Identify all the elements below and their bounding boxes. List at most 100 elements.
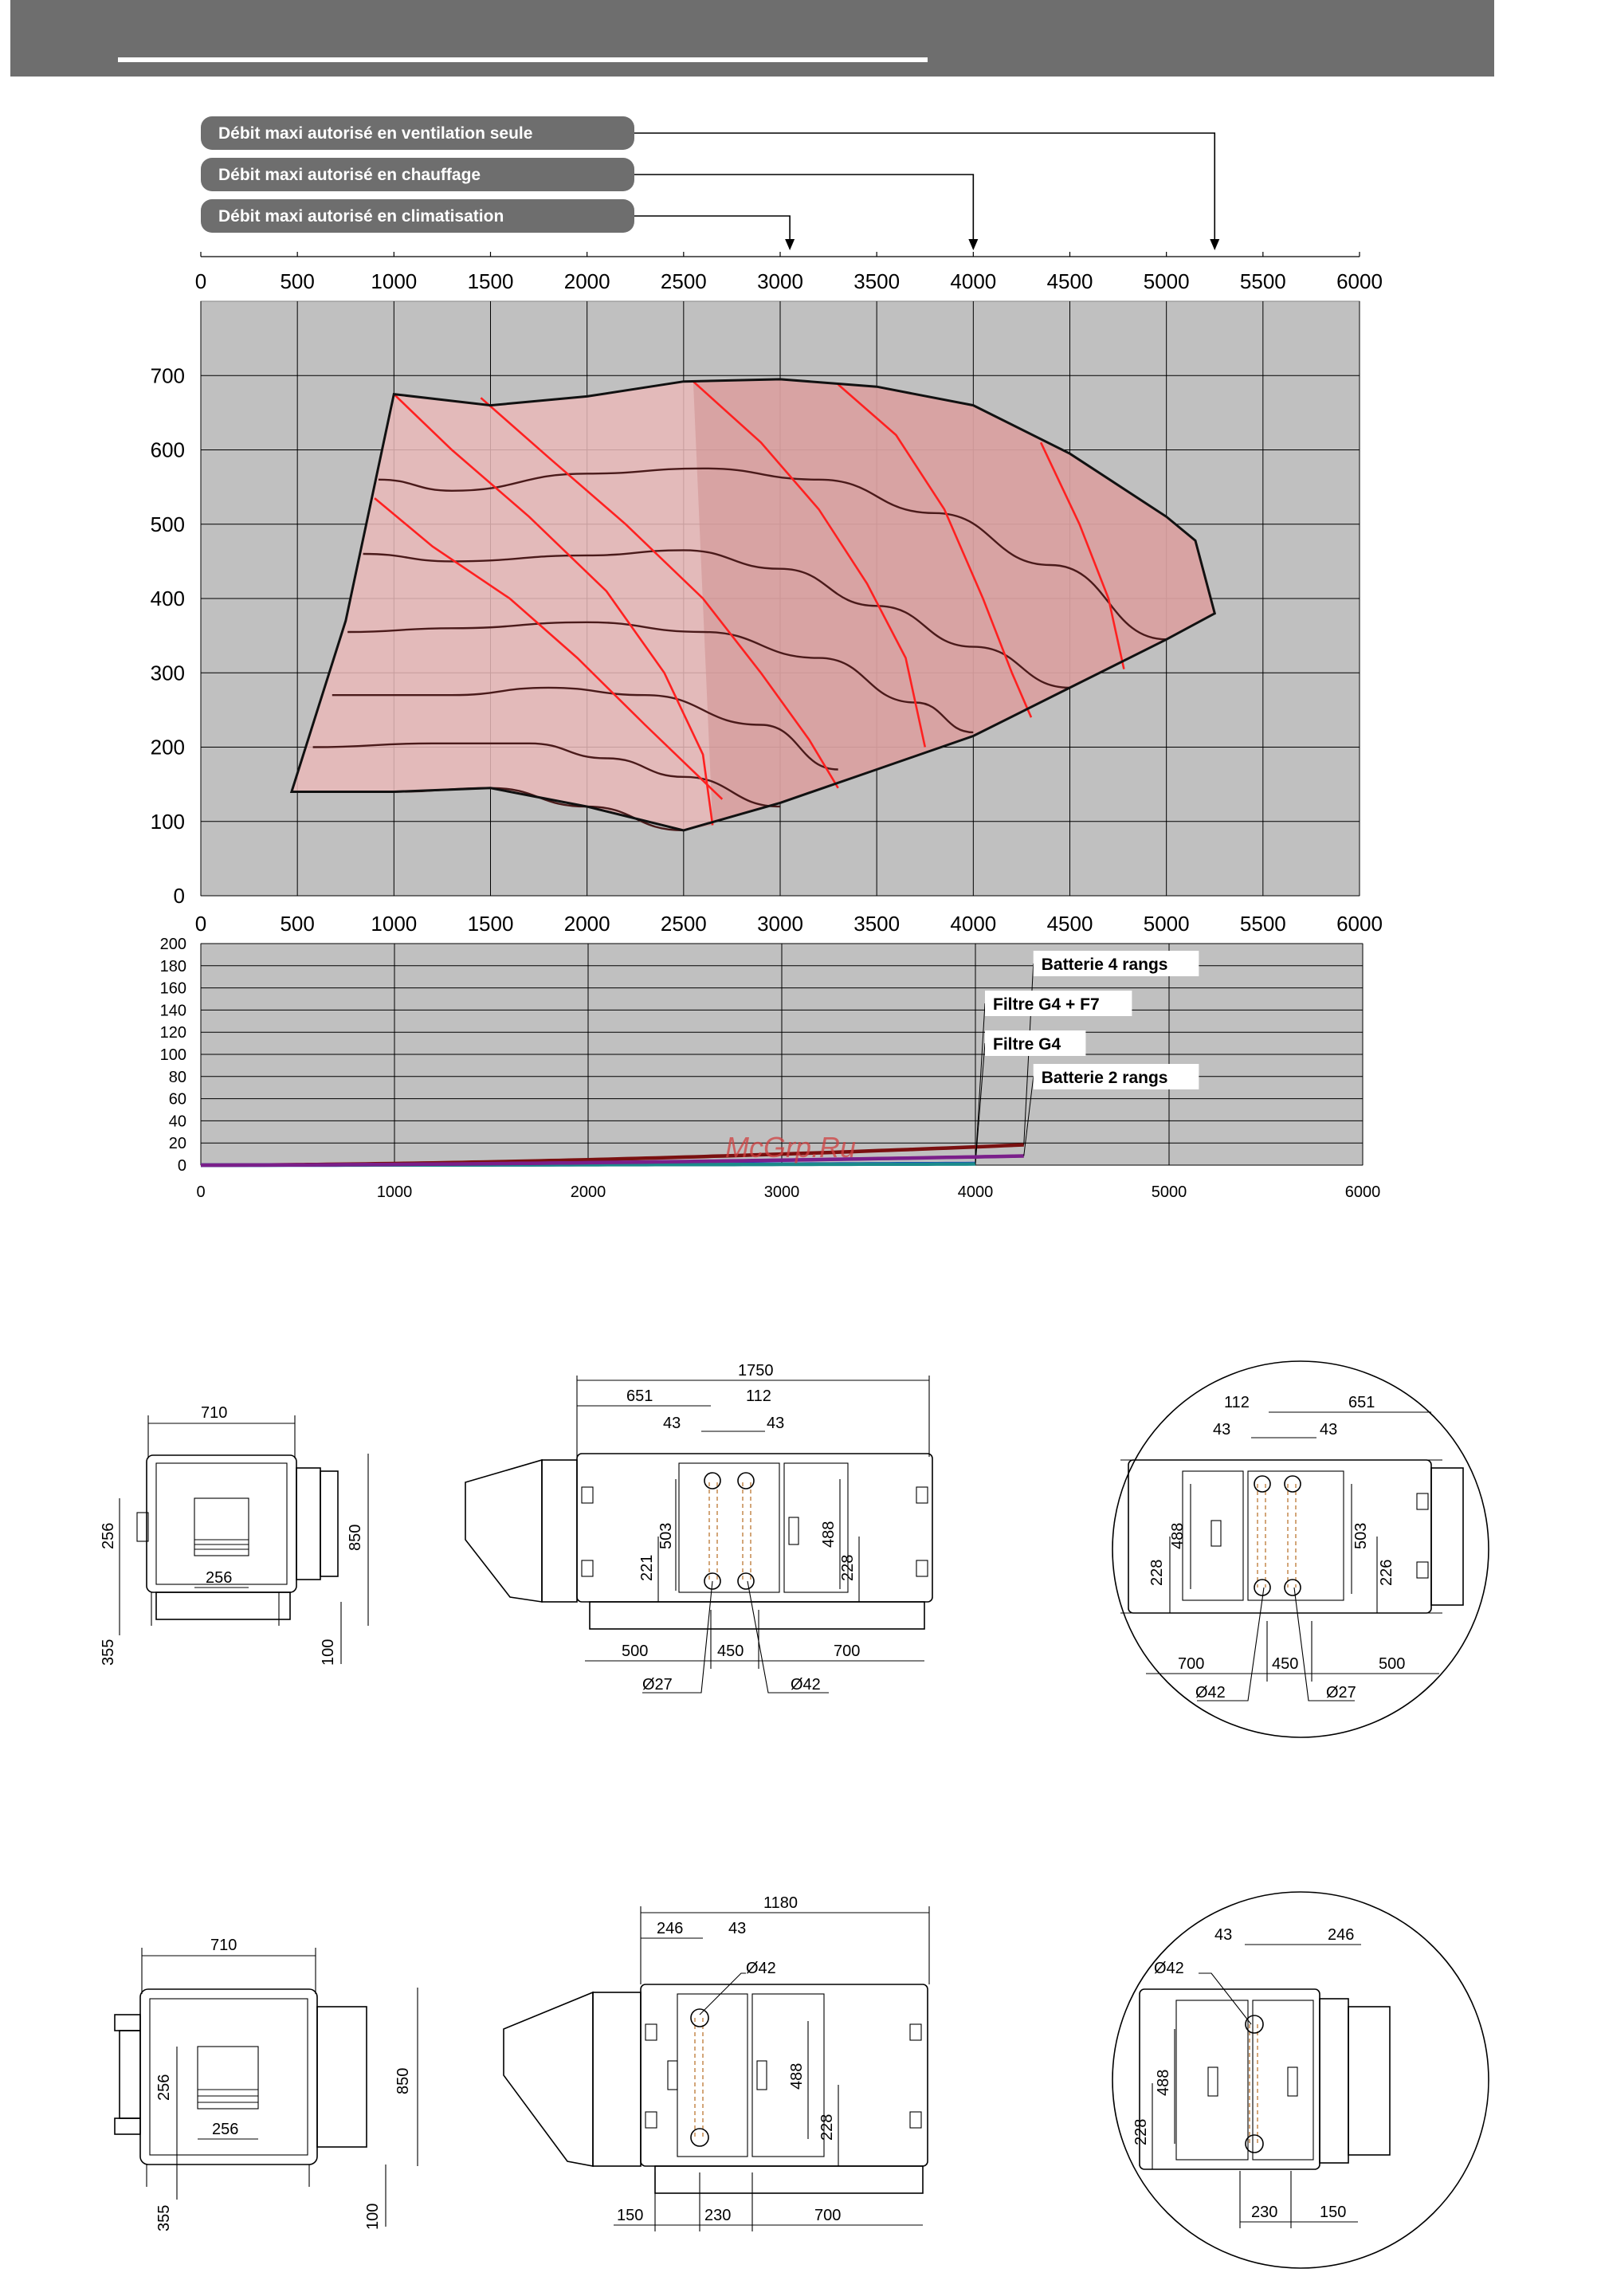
y-tick-label-2: 200 — [160, 936, 186, 953]
dim-br-2: 500 — [1379, 1655, 1405, 1673]
power-curve — [1039, 442, 1125, 669]
x-tick-label: 4000 — [950, 912, 996, 936]
legend-box — [1033, 1064, 1199, 1089]
dim-v2-b: 228 — [818, 2114, 836, 2141]
top-x-tick-label: 6000 — [1336, 269, 1383, 293]
top-x-tick-label: 4500 — [1047, 269, 1093, 293]
dim-height: 850 — [347, 1525, 364, 1551]
max-flow-pill — [201, 199, 634, 233]
pill-arrow — [785, 239, 795, 250]
y-tick-label-2: 40 — [169, 1113, 186, 1130]
pill-connector — [634, 132, 1216, 244]
x-tick-label-2: 4000 — [958, 1183, 994, 1201]
top-x-tick-label: 5500 — [1240, 269, 1286, 293]
dim-bm: 450 — [717, 1643, 744, 1660]
x-tick-label: 2000 — [564, 912, 610, 936]
operating-envelope — [289, 378, 1217, 832]
x-tick-label-2: 1000 — [377, 1183, 413, 1201]
x-tick-label-2: 2000 — [571, 1183, 606, 1201]
y-tick-label: 500 — [151, 512, 185, 536]
drawing-front-1: 710 850 256 355 256 100 — [100, 1404, 369, 1666]
dim-br: 700 — [834, 1643, 860, 1660]
watermark: McGrp.Ru — [725, 1131, 856, 1164]
dim-foot: 100 — [320, 1639, 337, 1666]
top-x-tick-label: 5000 — [1144, 269, 1190, 293]
x-tick-label-2: 0 — [196, 1183, 205, 1201]
legend-box — [985, 1030, 1086, 1056]
top-x-tick-label: 3000 — [757, 269, 803, 293]
pill-arrow — [968, 239, 979, 250]
legend-label: Filtre G4 + F7 — [993, 995, 1100, 1014]
max-flow-pill — [201, 116, 634, 150]
pill-connector — [634, 174, 975, 244]
top-x-tick-label: 2000 — [564, 269, 610, 293]
x-tick-label: 3000 — [757, 912, 803, 936]
max-flow-labels: Débit maxi autorisé en ventilation seule… — [201, 116, 1220, 250]
dim-s1: 256 — [100, 1523, 117, 1549]
y-tick-label: 600 — [151, 438, 185, 462]
max-flow-pill-text: Débit maxi autorisé en chauffage — [218, 166, 481, 184]
header-rule — [118, 57, 928, 62]
drawing-side-1: 1750 651 112 43 43 503 221 488 — [465, 1362, 933, 1694]
dim-v2: 221 — [638, 1555, 656, 1581]
top-x-tick-label: 500 — [280, 269, 314, 293]
drawing-side-2: 1180 246 43 Ø42 488 228 150 230 700 — [503, 1894, 930, 2231]
dim-total: 1750 — [738, 1362, 774, 1380]
power-curve — [393, 393, 714, 826]
x-tick-label: 1500 — [468, 912, 514, 936]
dim-v1: 503 — [657, 1523, 675, 1549]
header-bar — [10, 0, 1494, 77]
dim-d1: Ø27 — [642, 1676, 673, 1694]
pressure-drop-series: Batterie 4 rangs Filtre G4 + F7 Filtre G4 B… — [201, 951, 1199, 1168]
legend-box — [1033, 951, 1199, 976]
y-tick-label-2: 140 — [160, 1002, 186, 1019]
dim-total-b: 1180 — [763, 1894, 798, 1912]
dim-d2: Ø42 — [791, 1676, 821, 1694]
grid-lines-2 — [200, 943, 1364, 1166]
dim-d-b: Ø42 — [746, 1960, 776, 1977]
pill-connector — [634, 215, 791, 244]
dim-bm-d2: 230 — [1251, 2204, 1277, 2221]
y-tick-label: 400 — [151, 587, 185, 610]
y-tick-label-2: 160 — [160, 980, 186, 998]
dim-s2: 256 — [206, 1569, 232, 1587]
dim-v1-2: 488 — [1169, 1523, 1187, 1549]
y-tick-label: 100 — [151, 810, 185, 834]
legend-leader — [1023, 1076, 1034, 1156]
legend-label: Filtre G4 — [993, 1035, 1061, 1054]
y-tick-label: 300 — [151, 661, 185, 685]
x-tick-label: 4500 — [1047, 912, 1093, 936]
dim-v4-2: 226 — [1378, 1560, 1395, 1586]
dim-br-b: 700 — [814, 2207, 841, 2224]
x-tick-label: 3500 — [853, 912, 900, 936]
dim-pitch: 112 — [746, 1387, 771, 1405]
drawing-detail-1: 112 651 43 43 488 228 503 226 700 450 50… — [1112, 1360, 1489, 1738]
x-tick-label: 2500 — [661, 912, 707, 936]
dim-br-d2: 150 — [1320, 2204, 1346, 2221]
dim-pitch-2: 112 — [1224, 1394, 1250, 1411]
x-tick-label: 1000 — [371, 912, 417, 936]
dim-base: 355 — [100, 1639, 117, 1666]
dim-bm-2: 450 — [1272, 1655, 1298, 1673]
y-axis-labels-2: 0 20 40 60 80 100 120 140 160 180 200 — [160, 936, 186, 1175]
x-tick-label: 500 — [280, 912, 314, 936]
series-line — [201, 1154, 1024, 1168]
dim-left: 651 — [626, 1387, 653, 1405]
dim-v1-b: 488 — [788, 2063, 806, 2090]
x-tick-label-2: 5000 — [1152, 1183, 1187, 1201]
top-x-tick-label: 3500 — [853, 269, 900, 293]
y-tick-label-2: 60 — [169, 1091, 186, 1109]
top-x-tick-label: 0 — [195, 269, 206, 293]
speed-curve — [378, 467, 1167, 641]
dim-a-b: 43 — [728, 1920, 746, 1937]
dim-d2-2: Ø27 — [1326, 1684, 1356, 1701]
dim-v2-2: 228 — [1148, 1560, 1166, 1586]
power-curve — [374, 497, 724, 800]
x-tick-label: 0 — [195, 912, 206, 936]
max-flow-pill — [201, 158, 634, 191]
dim-s1-b: 256 — [155, 2074, 173, 2101]
dim-base-b: 355 — [155, 2205, 173, 2231]
dim-d-d2: Ø42 — [1154, 1960, 1184, 1977]
x-tick-label: 5000 — [1144, 912, 1190, 936]
dim-height-b: 850 — [394, 2068, 412, 2094]
